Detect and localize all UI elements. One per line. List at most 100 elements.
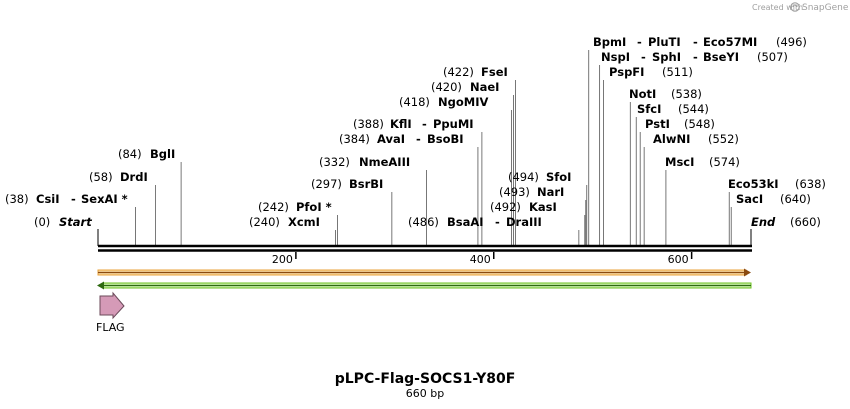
- svg-text:(574): (574): [709, 155, 740, 169]
- svg-text:(496): (496): [776, 35, 807, 49]
- site-420[interactable]: (420) NaeI: [431, 80, 499, 94]
- svg-text:(511): (511): [662, 65, 693, 79]
- svg-text:MscI: MscI: [665, 155, 694, 169]
- svg-text:(548): (548): [684, 117, 715, 131]
- site-552[interactable]: AlwNI (552): [653, 132, 739, 146]
- svg-text:(494): (494): [508, 170, 539, 184]
- svg-text:NspI: NspI: [601, 50, 630, 64]
- site-494[interactable]: (494) SfoI: [508, 170, 571, 184]
- svg-text:XcmI: XcmI: [288, 215, 320, 229]
- svg-text:(240): (240): [249, 215, 280, 229]
- site-38[interactable]: (38) CsiI - SexAI *: [5, 192, 128, 206]
- svg-text:PstI: PstI: [645, 117, 670, 131]
- site-496[interactable]: BpmI - PluTI - Eco57MI (496): [593, 35, 807, 49]
- svg-text:PpuMI: PpuMI: [433, 117, 474, 131]
- svg-text:BglI: BglI: [150, 147, 175, 161]
- svg-text:(638): (638): [795, 177, 826, 191]
- svg-text:(418): (418): [399, 95, 430, 109]
- svg-text:(420): (420): [431, 80, 462, 94]
- site-388[interactable]: (388) KflI - PpuMI: [353, 117, 474, 131]
- svg-text:(552): (552): [708, 132, 739, 146]
- site-240[interactable]: (240) XcmI: [249, 215, 320, 229]
- site-242[interactable]: (242) PfoI *: [258, 200, 332, 214]
- plasmid-name: pLPC-Flag-SOCS1-Y80F: [335, 371, 516, 387]
- site-332[interactable]: (332) NmeAIII: [319, 155, 410, 169]
- site-538[interactable]: NotI (538): [629, 87, 702, 101]
- site-422[interactable]: (422) FseI: [443, 65, 508, 79]
- svg-text:(384): (384): [339, 132, 370, 146]
- brand-text: SnapGene: [802, 3, 849, 13]
- site-574[interactable]: MscI (574): [665, 155, 740, 169]
- site-384[interactable]: (384) AvaI - BsoBI: [339, 132, 464, 146]
- svg-text:BsaAI: BsaAI: [447, 215, 484, 229]
- site-544[interactable]: SfcI (544): [637, 102, 709, 116]
- svg-text:NgoMIV: NgoMIV: [438, 95, 488, 109]
- svg-text:SexAI *: SexAI *: [81, 192, 128, 206]
- svg-text:SfcI: SfcI: [637, 102, 661, 116]
- svg-text:DrdI: DrdI: [120, 170, 148, 184]
- svg-text:KflI: KflI: [390, 117, 412, 131]
- svg-text:SfoI: SfoI: [546, 170, 571, 184]
- svg-text:NaeI: NaeI: [470, 80, 499, 94]
- svg-text:(640): (640): [780, 192, 811, 206]
- svg-text:PfoI *: PfoI *: [296, 200, 332, 214]
- site-84[interactable]: (84) BglI: [118, 147, 175, 161]
- site-297[interactable]: (297) BsrBI: [311, 177, 383, 191]
- svg-text:(486): (486): [408, 215, 439, 229]
- svg-text:-: -: [693, 35, 698, 49]
- svg-text:(38): (38): [5, 192, 29, 206]
- svg-text:-: -: [495, 215, 500, 229]
- svg-text:(332): (332): [319, 155, 350, 169]
- site-58[interactable]: (58) DrdI: [89, 170, 148, 184]
- start-label: Start: [59, 215, 92, 229]
- feature-label: FLAG: [96, 321, 125, 334]
- start-position: (0): [34, 215, 50, 229]
- svg-text:Eco57MI: Eco57MI: [703, 35, 757, 49]
- svg-text:(544): (544): [678, 102, 709, 116]
- reverse-strand: [97, 281, 752, 290]
- svg-text:NarI: NarI: [537, 185, 564, 199]
- svg-text:NmeAIII: NmeAIII: [359, 155, 410, 169]
- site-lines: [135, 50, 732, 246]
- site-548[interactable]: PstI (548): [645, 117, 715, 131]
- svg-text:(58): (58): [89, 170, 113, 184]
- svg-text:BpmI: BpmI: [593, 35, 626, 49]
- svg-text:FseI: FseI: [481, 65, 508, 79]
- svg-text:CsiI: CsiI: [36, 192, 60, 206]
- svg-text:(388): (388): [353, 117, 384, 131]
- credit-text: Created with: [752, 3, 803, 12]
- svg-text:(84): (84): [118, 147, 142, 161]
- snapgene-credit: Created with SnapGene: [752, 2, 849, 13]
- svg-text:SphI: SphI: [652, 50, 681, 64]
- end-position: (660): [790, 215, 821, 229]
- svg-text:NotI: NotI: [629, 87, 656, 101]
- svg-text:-: -: [422, 117, 427, 131]
- site-511[interactable]: PspFI (511): [609, 65, 693, 79]
- svg-text:(538): (538): [671, 87, 702, 101]
- feature-flag[interactable]: FLAG: [96, 291, 125, 334]
- snapgene-logo-icon: [790, 2, 800, 12]
- site-507[interactable]: NspI - SphI - BseYI (507): [601, 50, 788, 64]
- plasmid-length: 660 bp: [406, 387, 444, 400]
- site-493[interactable]: (493) NarI: [499, 185, 564, 199]
- ruler-label-200: 200: [272, 253, 293, 266]
- site-418[interactable]: (418) NgoMIV: [399, 95, 488, 109]
- svg-text:AvaI: AvaI: [377, 132, 405, 146]
- forward-strand: [97, 268, 751, 277]
- svg-text:BsrBI: BsrBI: [349, 177, 383, 191]
- site-638[interactable]: Eco53kI (638): [728, 177, 826, 191]
- site-492[interactable]: (492) KasI: [490, 200, 557, 214]
- flag-arrow-icon: [99, 291, 125, 320]
- svg-text:-: -: [416, 132, 421, 146]
- svg-text:-: -: [693, 50, 698, 64]
- end-label: End: [751, 215, 776, 229]
- svg-text:DraIII: DraIII: [506, 215, 542, 229]
- svg-text:(493): (493): [499, 185, 530, 199]
- site-486[interactable]: (486) BsaAI - DraIII: [408, 215, 542, 229]
- svg-text:BseYI: BseYI: [703, 50, 739, 64]
- site-640[interactable]: SacI (640): [736, 192, 811, 206]
- ruler-label-400: 400: [470, 253, 491, 266]
- ruler: 200 400 600: [272, 252, 693, 266]
- svg-text:(297): (297): [311, 177, 342, 191]
